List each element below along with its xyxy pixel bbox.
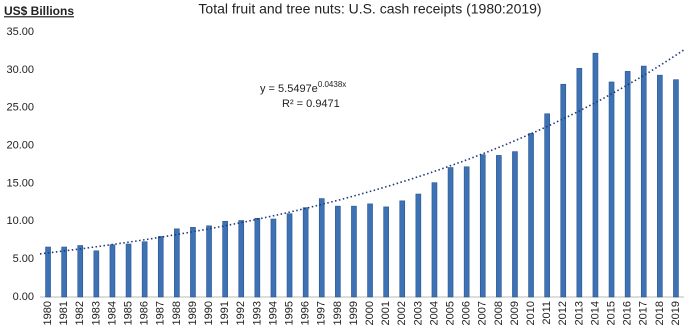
bar bbox=[463, 166, 470, 298]
bar bbox=[399, 200, 406, 298]
y-axis-label: US$ Billions bbox=[4, 4, 74, 18]
bar bbox=[657, 74, 663, 298]
bar bbox=[415, 193, 422, 298]
x-tick-label: 1984 bbox=[106, 301, 118, 325]
trendline bbox=[39, 49, 685, 255]
x-tick-label: 2000 bbox=[364, 301, 376, 325]
x-tick-label: 2010 bbox=[525, 301, 537, 325]
bar bbox=[206, 225, 212, 298]
bar bbox=[93, 250, 100, 298]
x-tick-label: 1996 bbox=[300, 301, 312, 325]
bar bbox=[624, 71, 631, 298]
bar bbox=[45, 246, 51, 298]
bar bbox=[254, 217, 261, 298]
bar bbox=[174, 228, 180, 298]
bar bbox=[351, 205, 357, 298]
x-tick-label: 2015 bbox=[605, 301, 617, 325]
x-tick-label: 1985 bbox=[122, 301, 134, 325]
bar bbox=[61, 246, 67, 298]
x-tick-label: 1986 bbox=[139, 301, 151, 325]
x-tick-label: 1983 bbox=[90, 301, 102, 325]
bar bbox=[383, 206, 389, 298]
bar bbox=[496, 155, 502, 298]
x-tick-label: 1998 bbox=[332, 301, 344, 325]
x-tick-label: 1993 bbox=[251, 301, 263, 325]
bar bbox=[238, 220, 245, 298]
bar bbox=[302, 207, 309, 298]
bar bbox=[528, 133, 534, 298]
x-tick-label: 2017 bbox=[638, 301, 650, 325]
x-tick-label: 2018 bbox=[654, 301, 666, 325]
x-tick-label: 1999 bbox=[348, 301, 360, 325]
bar bbox=[190, 227, 196, 298]
bar bbox=[109, 244, 116, 298]
y-tick-label: 30.00 bbox=[6, 64, 34, 76]
x-tick-label: 2012 bbox=[557, 301, 569, 325]
x-tick-label: 2008 bbox=[493, 301, 505, 325]
x-tick-label: 2002 bbox=[396, 301, 408, 325]
x-tick-label: 2004 bbox=[428, 301, 440, 325]
equation-exponent: 0.0438x bbox=[318, 80, 346, 89]
x-tick-label: 1987 bbox=[155, 301, 167, 325]
equation: y = 5.5497e0.0438x bbox=[260, 80, 346, 95]
bar bbox=[640, 65, 647, 298]
bar bbox=[318, 198, 325, 298]
bar bbox=[77, 245, 84, 298]
y-tick-label: 20.00 bbox=[6, 139, 34, 151]
bar bbox=[512, 151, 518, 298]
y-tick-label: 0.00 bbox=[13, 291, 34, 303]
bar bbox=[141, 241, 148, 298]
bar bbox=[544, 113, 550, 298]
x-tick-label: 2019 bbox=[670, 301, 682, 325]
bar bbox=[286, 213, 293, 298]
bar bbox=[673, 79, 679, 298]
x-tick-label: 2005 bbox=[444, 301, 456, 325]
chart-title: Total fruit and tree nuts: U.S. cash rec… bbox=[198, 1, 541, 17]
x-tick-label: 1980 bbox=[42, 301, 54, 325]
y-tick-label: 5.00 bbox=[13, 253, 34, 265]
x-tick-label: 1992 bbox=[235, 301, 247, 325]
bar bbox=[608, 81, 615, 298]
x-tick-label: 2006 bbox=[461, 301, 473, 325]
x-tick-label: 2011 bbox=[541, 301, 553, 325]
bar bbox=[560, 83, 567, 298]
x-tick-label: 1990 bbox=[203, 301, 215, 325]
x-tick-label: 1994 bbox=[267, 301, 279, 325]
y-tick-label: 15.00 bbox=[6, 177, 34, 189]
bar bbox=[367, 203, 373, 298]
bar bbox=[125, 243, 132, 298]
y-tick-label: 25.00 bbox=[6, 102, 34, 114]
bar bbox=[270, 218, 277, 298]
r-squared: R² = 0.9471 bbox=[282, 98, 340, 110]
x-tick-label: 2013 bbox=[573, 301, 585, 325]
x-tick-label: 1989 bbox=[187, 301, 199, 325]
x-tick-label: 1982 bbox=[74, 301, 86, 325]
bar bbox=[157, 236, 164, 298]
bar bbox=[335, 205, 341, 298]
x-tick-label: 2016 bbox=[622, 301, 634, 325]
bar bbox=[222, 220, 228, 298]
x-tick-label: 1995 bbox=[283, 301, 295, 325]
bar bbox=[576, 68, 583, 298]
bar bbox=[479, 154, 486, 298]
y-tick-label: 35.00 bbox=[6, 26, 34, 38]
x-tick-label: 1981 bbox=[58, 301, 70, 325]
equation-base: y = 5.5497e bbox=[260, 83, 318, 95]
x-tick-label: 2001 bbox=[380, 301, 392, 325]
x-tick-label: 1991 bbox=[219, 301, 231, 325]
y-tick-label: 10.00 bbox=[6, 215, 34, 227]
x-tick-label: 2007 bbox=[477, 301, 489, 325]
x-tick-label: 2009 bbox=[509, 301, 521, 325]
bar bbox=[431, 182, 438, 298]
bar bbox=[592, 52, 599, 298]
x-tick-label: 2003 bbox=[412, 301, 424, 325]
x-tick-label: 2014 bbox=[589, 301, 601, 325]
x-tick-label: 1997 bbox=[316, 301, 328, 325]
x-tick-label: 1988 bbox=[171, 301, 183, 325]
bar bbox=[447, 167, 454, 298]
